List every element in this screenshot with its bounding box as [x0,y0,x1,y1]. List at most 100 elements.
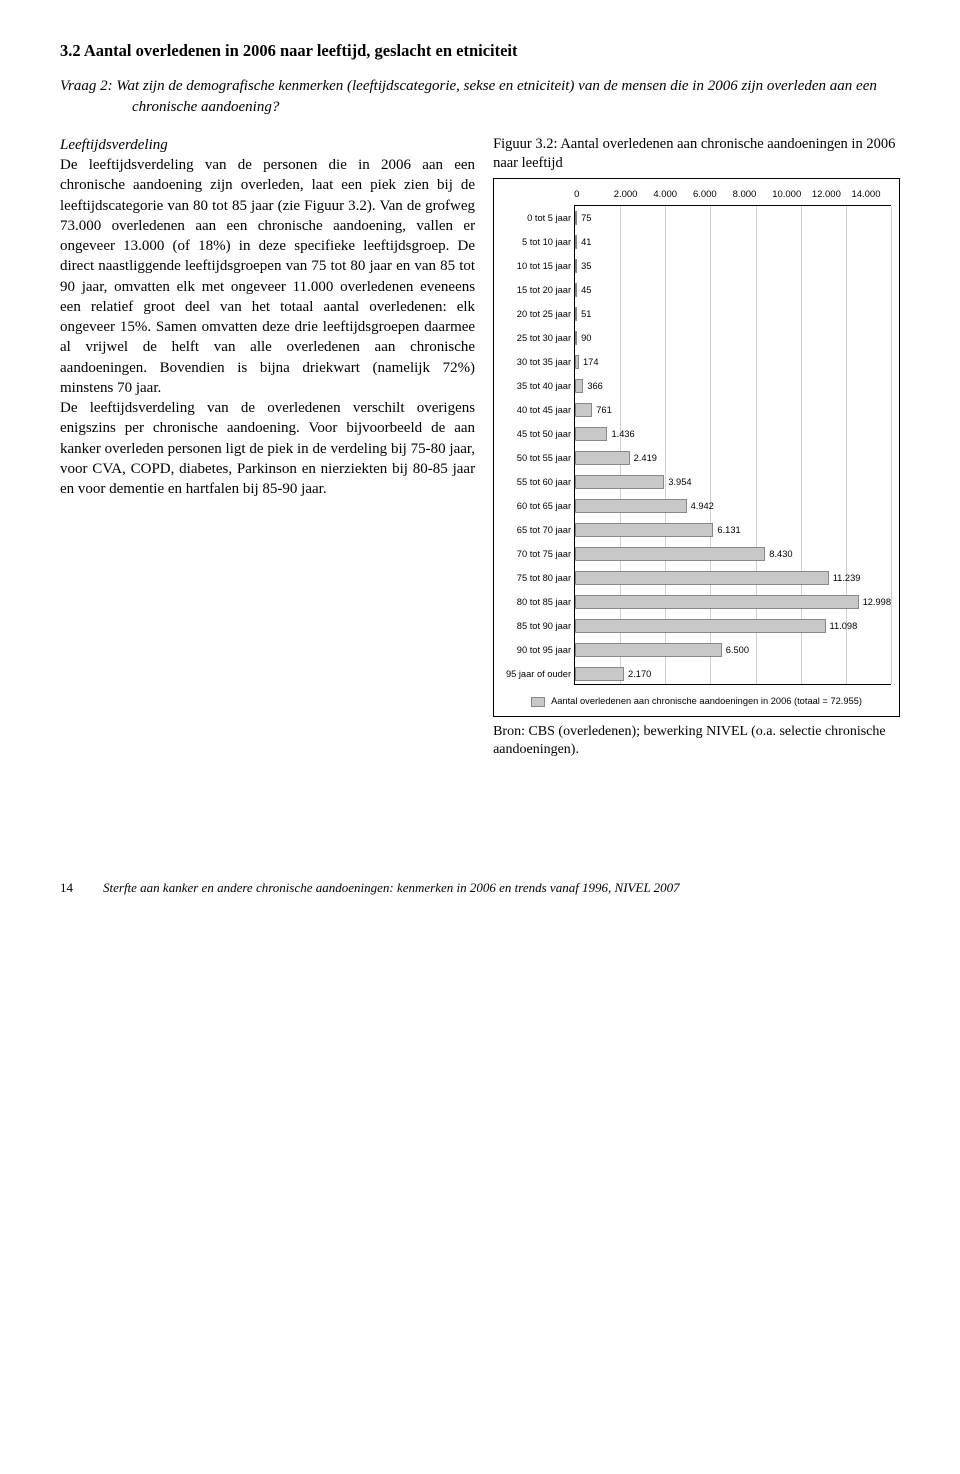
x-tick-label: 10.000 [772,189,812,202]
bar [575,619,825,633]
x-tick-label: 6.000 [693,189,733,202]
chart-frame: 02.0004.0006.0008.00010.00012.00014.000 … [493,178,900,716]
chart-row: 40 tot 45 jaar761 [575,398,891,422]
x-tick-label: 2.000 [614,189,654,202]
chart-row: 10 tot 15 jaar35 [575,254,891,278]
y-category-label: 45 tot 50 jaar [503,428,575,441]
chart-row: 15 tot 20 jaar45 [575,278,891,302]
bar [575,451,630,465]
chart-row: 0 tot 5 jaar75 [575,206,891,230]
y-category-label: 55 tot 60 jaar [503,476,575,489]
chart-row: 25 tot 30 jaar90 [575,326,891,350]
chart-row: 20 tot 25 jaar51 [575,302,891,326]
bar-chart: 02.0004.0006.0008.00010.00012.00014.000 … [502,189,891,707]
y-category-label: 25 tot 30 jaar [503,332,575,345]
y-category-label: 5 tot 10 jaar [503,236,575,249]
bar-value-label: 11.098 [830,620,858,633]
bar-value-label: 174 [583,356,599,369]
chart-row: 35 tot 40 jaar366 [575,374,891,398]
y-category-label: 60 tot 65 jaar [503,500,575,513]
y-category-label: 50 tot 55 jaar [503,452,575,465]
y-category-label: 75 tot 80 jaar [503,572,575,585]
chart-row: 75 tot 80 jaar11.239 [575,566,891,590]
y-category-label: 20 tot 25 jaar [503,308,575,321]
y-category-label: 15 tot 20 jaar [503,284,575,297]
bar-value-label: 4.942 [691,500,714,513]
bar-value-label: 1.436 [611,428,634,441]
chart-row: 45 tot 50 jaar1.436 [575,422,891,446]
bar-value-label: 41 [581,236,591,249]
chart-legend: Aantal overledenen aan chronische aandoe… [502,695,891,708]
y-category-label: 95 jaar of ouder [503,668,575,681]
figure-source: Bron: CBS (overledenen); bewerking NIVEL… [493,723,900,759]
bar-value-label: 366 [587,380,603,393]
bar [575,523,713,537]
figure-caption: Figuur 3.2: Aantal overledenen aan chron… [493,135,900,173]
legend-swatch [531,697,545,707]
y-category-label: 85 tot 90 jaar [503,620,575,633]
y-category-label: 70 tot 75 jaar [503,548,575,561]
bar [575,235,577,249]
gridline [891,206,892,684]
y-category-label: 0 tot 5 jaar [503,212,575,225]
x-tick-label: 4.000 [653,189,693,202]
bar [575,259,577,273]
bar [575,211,577,225]
bar [575,547,765,561]
y-category-label: 10 tot 15 jaar [503,260,575,273]
bar-value-label: 11.239 [833,572,861,585]
x-tick-label: 14.000 [851,189,891,202]
bar-value-label: 51 [581,308,591,321]
chart-row: 60 tot 65 jaar4.942 [575,494,891,518]
bar-value-label: 6.131 [717,524,740,537]
bar-value-label: 8.430 [769,548,792,561]
chart-row: 90 tot 95 jaar6.500 [575,638,891,662]
chart-row: 85 tot 90 jaar11.098 [575,614,891,638]
bar-value-label: 90 [581,332,591,345]
x-tick-label: 8.000 [733,189,773,202]
bar-value-label: 75 [581,212,591,225]
bar [575,355,579,369]
body-paragraph-2: De leeftijdsverdeling van de overledenen… [60,398,475,499]
page-number: 14 [60,879,73,897]
bar-value-label: 761 [596,404,612,417]
y-category-label: 40 tot 45 jaar [503,404,575,417]
bar-value-label: 3.954 [668,476,691,489]
page-footer: 14 Sterfte aan kanker en andere chronisc… [60,879,900,897]
bar-value-label: 2.419 [634,452,657,465]
bar [575,427,607,441]
chart-row: 55 tot 60 jaar3.954 [575,470,891,494]
bar [575,379,583,393]
chart-row: 70 tot 75 jaar8.430 [575,542,891,566]
two-column-layout: Leeftijdsverdeling De leeftijdsverdeling… [60,135,900,759]
y-category-label: 90 tot 95 jaar [503,644,575,657]
plot-area: 0 tot 5 jaar755 tot 10 jaar4110 tot 15 j… [574,205,891,685]
figure-column: Figuur 3.2: Aantal overledenen aan chron… [493,135,900,759]
bar [575,283,577,297]
paragraph-subhead: Leeftijdsverdeling [60,135,475,155]
chart-row: 65 tot 70 jaar6.131 [575,518,891,542]
bar [575,331,577,345]
y-category-label: 80 tot 85 jaar [503,596,575,609]
bar-value-label: 12.998 [863,596,891,609]
y-category-label: 30 tot 35 jaar [503,356,575,369]
research-question: Vraag 2: Wat zijn de demografische kenme… [60,76,900,117]
y-category-label: 65 tot 70 jaar [503,524,575,537]
bar-value-label: 35 [581,260,591,273]
bar [575,571,829,585]
bar-value-label: 2.170 [628,668,651,681]
y-category-label: 35 tot 40 jaar [503,380,575,393]
chart-row: 95 jaar of ouder2.170 [575,662,891,686]
bar [575,499,687,513]
bar [575,667,624,681]
bar-value-label: 6.500 [726,644,749,657]
chart-row: 5 tot 10 jaar41 [575,230,891,254]
x-tick-label: 0 [574,189,614,202]
footer-text: Sterfte aan kanker en andere chronische … [103,879,680,897]
chart-row: 30 tot 35 jaar174 [575,350,891,374]
chart-row: 80 tot 85 jaar12.998 [575,590,891,614]
body-paragraph-1: De leeftijdsverdeling van de personen di… [60,157,475,396]
legend-text: Aantal overledenen aan chronische aandoe… [551,695,862,708]
bar [575,595,859,609]
chart-row: 50 tot 55 jaar2.419 [575,446,891,470]
